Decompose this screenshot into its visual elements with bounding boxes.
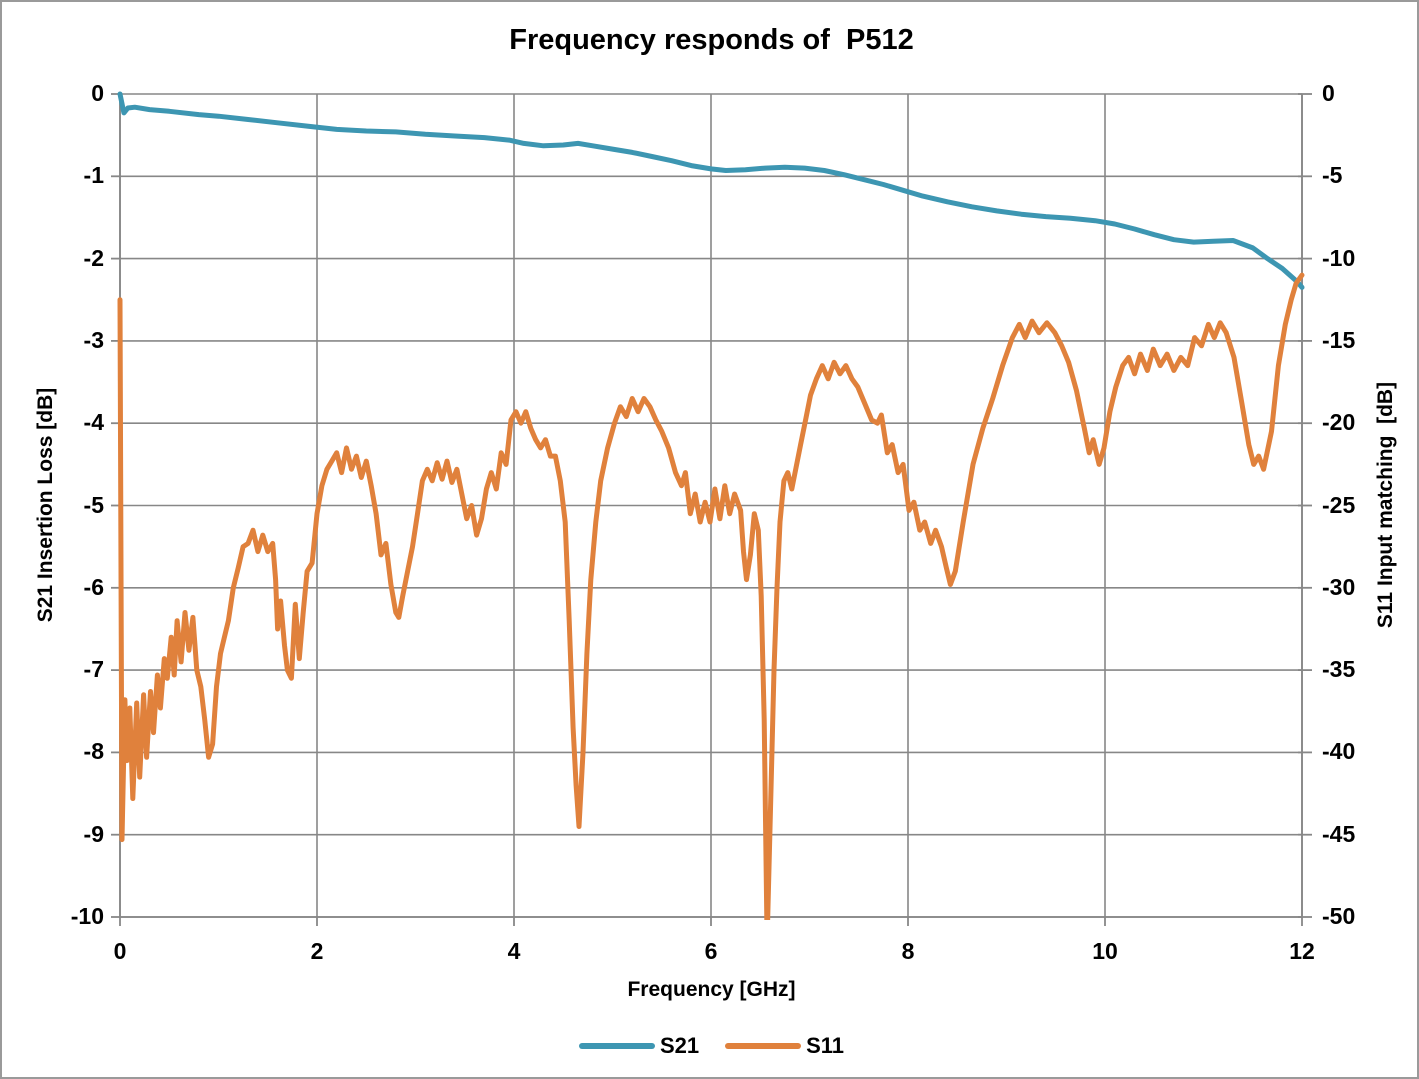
legend: S21 S11	[2, 1033, 1417, 1059]
x-tick-label: 2	[310, 938, 324, 964]
legend-label-s21: S21	[659, 1033, 700, 1058]
y-left-tick-label: -10	[70, 903, 104, 930]
chart-title: Frequency responds of P512	[509, 24, 914, 56]
legend-swatch-s21	[578, 1043, 655, 1049]
legend-label-s11: S11	[806, 1033, 845, 1058]
y-left-tick-label: -6	[83, 573, 104, 600]
legend-item-s11: S11	[725, 1033, 844, 1059]
y-right-tick-label: 0	[1322, 80, 1335, 107]
legend-swatch-s11	[725, 1043, 802, 1049]
s11-curve	[117, 272, 1305, 920]
y-right-tick-label: -50	[1322, 903, 1356, 930]
y-left-tick-label: -7	[83, 656, 104, 683]
x-tick-label: 12	[1289, 938, 1315, 964]
y-left-tick-label: -2	[83, 244, 104, 271]
x-tick-label: 4	[507, 938, 521, 964]
y-left-tick-label: 0	[91, 80, 104, 107]
y-right-tick-label: -45	[1322, 820, 1356, 847]
y-right-tick-label: -20	[1322, 409, 1356, 436]
y-right-tick-label: -30	[1322, 573, 1356, 600]
x-tick-label: 10	[1092, 938, 1118, 964]
y-right-tick-label: -35	[1322, 656, 1356, 683]
y-left-tick-label: -9	[83, 820, 104, 847]
y-right-tick-label: -15	[1322, 326, 1356, 353]
x-tick-label: 6	[704, 938, 718, 964]
y-right-tick-label: -5	[1322, 162, 1343, 189]
legend-item-s21: S21	[578, 1033, 700, 1059]
x-tick-label: 8	[901, 938, 915, 964]
x-tick-label: 0	[113, 938, 127, 964]
y-left-tick-label: -5	[83, 491, 104, 518]
y-right-axis-title: S11 Input matching [dB]	[1374, 381, 1397, 629]
y-left-tick-label: -1	[83, 162, 104, 189]
x-axis-title: Frequency [GHz]	[627, 978, 796, 1001]
y-left-tick-label: -8	[83, 738, 104, 765]
y-right-tick-label: -25	[1322, 491, 1356, 518]
y-right-tick-label: -10	[1322, 244, 1356, 271]
s21-curve	[117, 91, 1305, 290]
y-left-tick-label: -3	[83, 326, 104, 353]
y-right-tick-label: -40	[1322, 738, 1356, 765]
y-left-tick-label: -4	[83, 409, 104, 436]
